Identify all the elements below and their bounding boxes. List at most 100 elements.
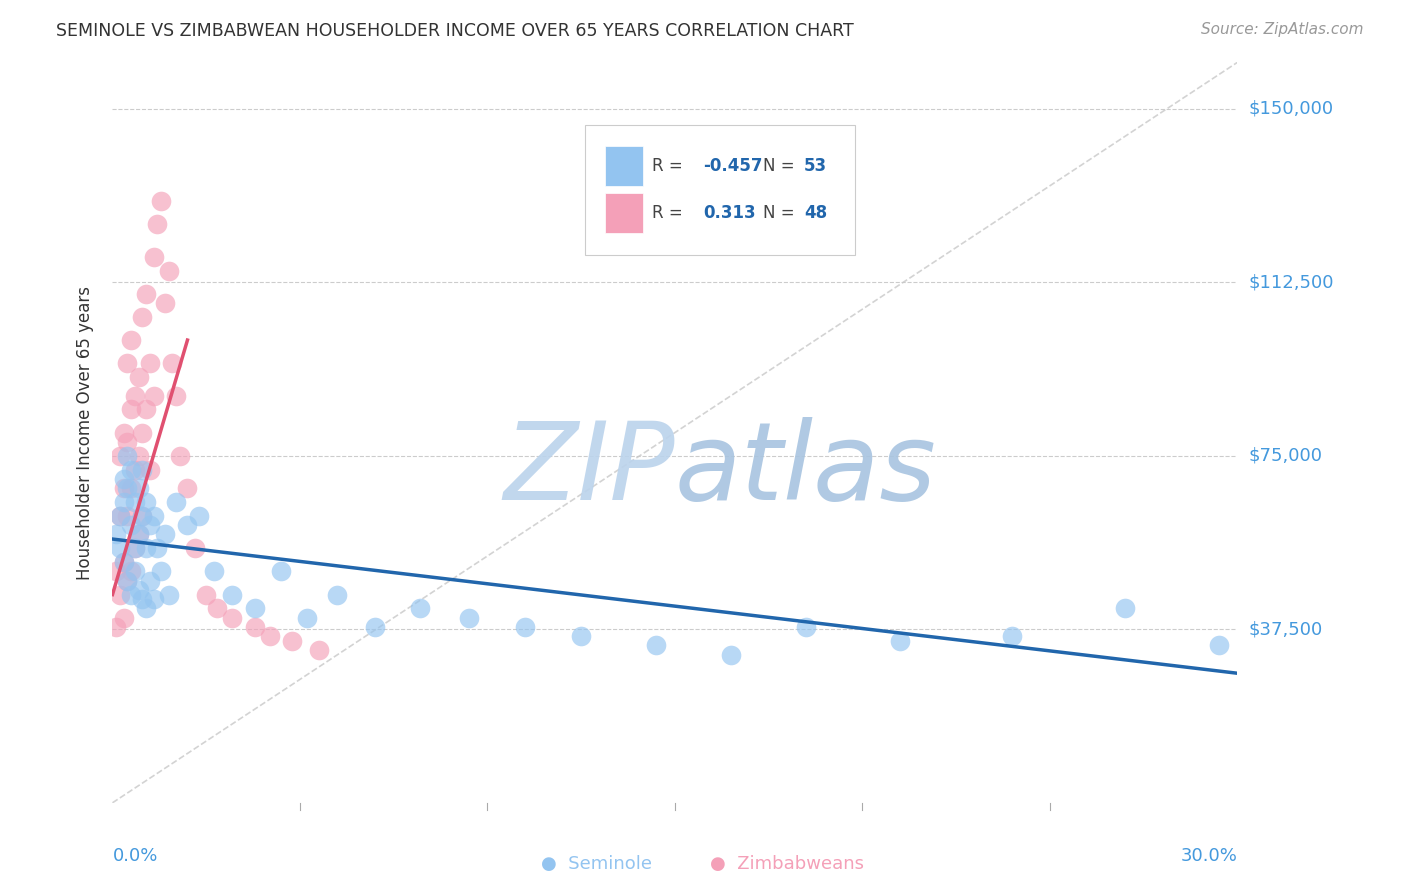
Point — [120, 333, 142, 347]
Point — [297, 611, 319, 625]
Point — [207, 601, 229, 615]
Point — [117, 574, 139, 588]
Point — [108, 588, 131, 602]
Point — [120, 588, 142, 602]
Text: ZIP: ZIP — [503, 417, 675, 522]
Point — [117, 434, 139, 449]
Point — [112, 472, 135, 486]
Point — [108, 541, 131, 556]
Point — [135, 541, 157, 556]
Point — [243, 601, 266, 615]
Point — [142, 508, 165, 523]
Point — [139, 356, 162, 370]
Text: 0.313: 0.313 — [703, 203, 755, 222]
Point — [187, 508, 209, 523]
Point — [409, 601, 432, 615]
Point — [645, 639, 668, 653]
Point — [128, 481, 150, 495]
Point — [720, 648, 742, 662]
FancyBboxPatch shape — [605, 146, 644, 186]
Point — [105, 620, 128, 634]
Text: 30.0%: 30.0% — [1181, 847, 1237, 865]
Point — [457, 611, 479, 625]
Y-axis label: Householder Income Over 65 years: Householder Income Over 65 years — [76, 285, 94, 580]
Point — [139, 574, 162, 588]
Point — [142, 389, 165, 403]
Text: $37,500: $37,500 — [1249, 620, 1323, 639]
Text: atlas: atlas — [675, 417, 936, 522]
Text: N =: N = — [762, 203, 800, 222]
Point — [184, 541, 207, 556]
Point — [131, 508, 153, 523]
Text: Source: ZipAtlas.com: Source: ZipAtlas.com — [1201, 22, 1364, 37]
Point — [128, 370, 150, 384]
Point — [124, 389, 146, 403]
Point — [139, 462, 162, 476]
Point — [150, 194, 173, 209]
Point — [131, 462, 153, 476]
Point — [131, 508, 153, 523]
Point — [112, 425, 135, 440]
Point — [131, 310, 153, 324]
Point — [117, 574, 139, 588]
Point — [221, 588, 243, 602]
Point — [176, 518, 198, 533]
Point — [124, 541, 146, 556]
Text: N =: N = — [762, 157, 800, 175]
Text: SEMINOLE VS ZIMBABWEAN HOUSEHOLDER INCOME OVER 65 YEARS CORRELATION CHART: SEMINOLE VS ZIMBABWEAN HOUSEHOLDER INCOM… — [56, 22, 853, 40]
Point — [146, 541, 169, 556]
Point — [131, 592, 153, 607]
Point — [108, 449, 131, 463]
Point — [112, 481, 135, 495]
Point — [124, 565, 146, 579]
Text: -0.457: -0.457 — [703, 157, 762, 175]
Point — [105, 527, 128, 541]
Point — [112, 555, 135, 569]
Text: ●  Seminole: ● Seminole — [541, 855, 651, 872]
Point — [1208, 639, 1230, 653]
Point — [120, 518, 142, 533]
Text: 0.0%: 0.0% — [112, 847, 157, 865]
Point — [135, 601, 157, 615]
Point — [108, 508, 131, 523]
Point — [150, 565, 173, 579]
Point — [120, 402, 142, 417]
Point — [153, 527, 176, 541]
Point — [135, 495, 157, 509]
Point — [117, 449, 139, 463]
Point — [202, 565, 225, 579]
Point — [221, 611, 243, 625]
Point — [112, 611, 135, 625]
Point — [128, 527, 150, 541]
FancyBboxPatch shape — [605, 193, 644, 233]
Point — [569, 629, 592, 643]
Point — [128, 582, 150, 597]
Point — [162, 356, 184, 370]
FancyBboxPatch shape — [585, 126, 855, 255]
Point — [157, 263, 180, 277]
Point — [165, 495, 187, 509]
Point — [794, 620, 817, 634]
Point — [112, 555, 135, 569]
Point — [176, 481, 198, 495]
Point — [281, 633, 304, 648]
Point — [259, 629, 281, 643]
Point — [124, 495, 146, 509]
Point — [195, 588, 218, 602]
Point — [128, 527, 150, 541]
Point — [157, 588, 180, 602]
Text: 53: 53 — [804, 157, 827, 175]
Point — [142, 250, 165, 264]
Point — [889, 633, 911, 648]
Text: $150,000: $150,000 — [1249, 100, 1334, 118]
Point — [326, 588, 349, 602]
Point — [117, 508, 139, 523]
Point — [364, 620, 387, 634]
Point — [139, 518, 162, 533]
Text: 48: 48 — [804, 203, 827, 222]
Point — [243, 620, 266, 634]
Point — [117, 481, 139, 495]
Point — [135, 402, 157, 417]
Point — [165, 389, 187, 403]
Point — [1001, 629, 1024, 643]
